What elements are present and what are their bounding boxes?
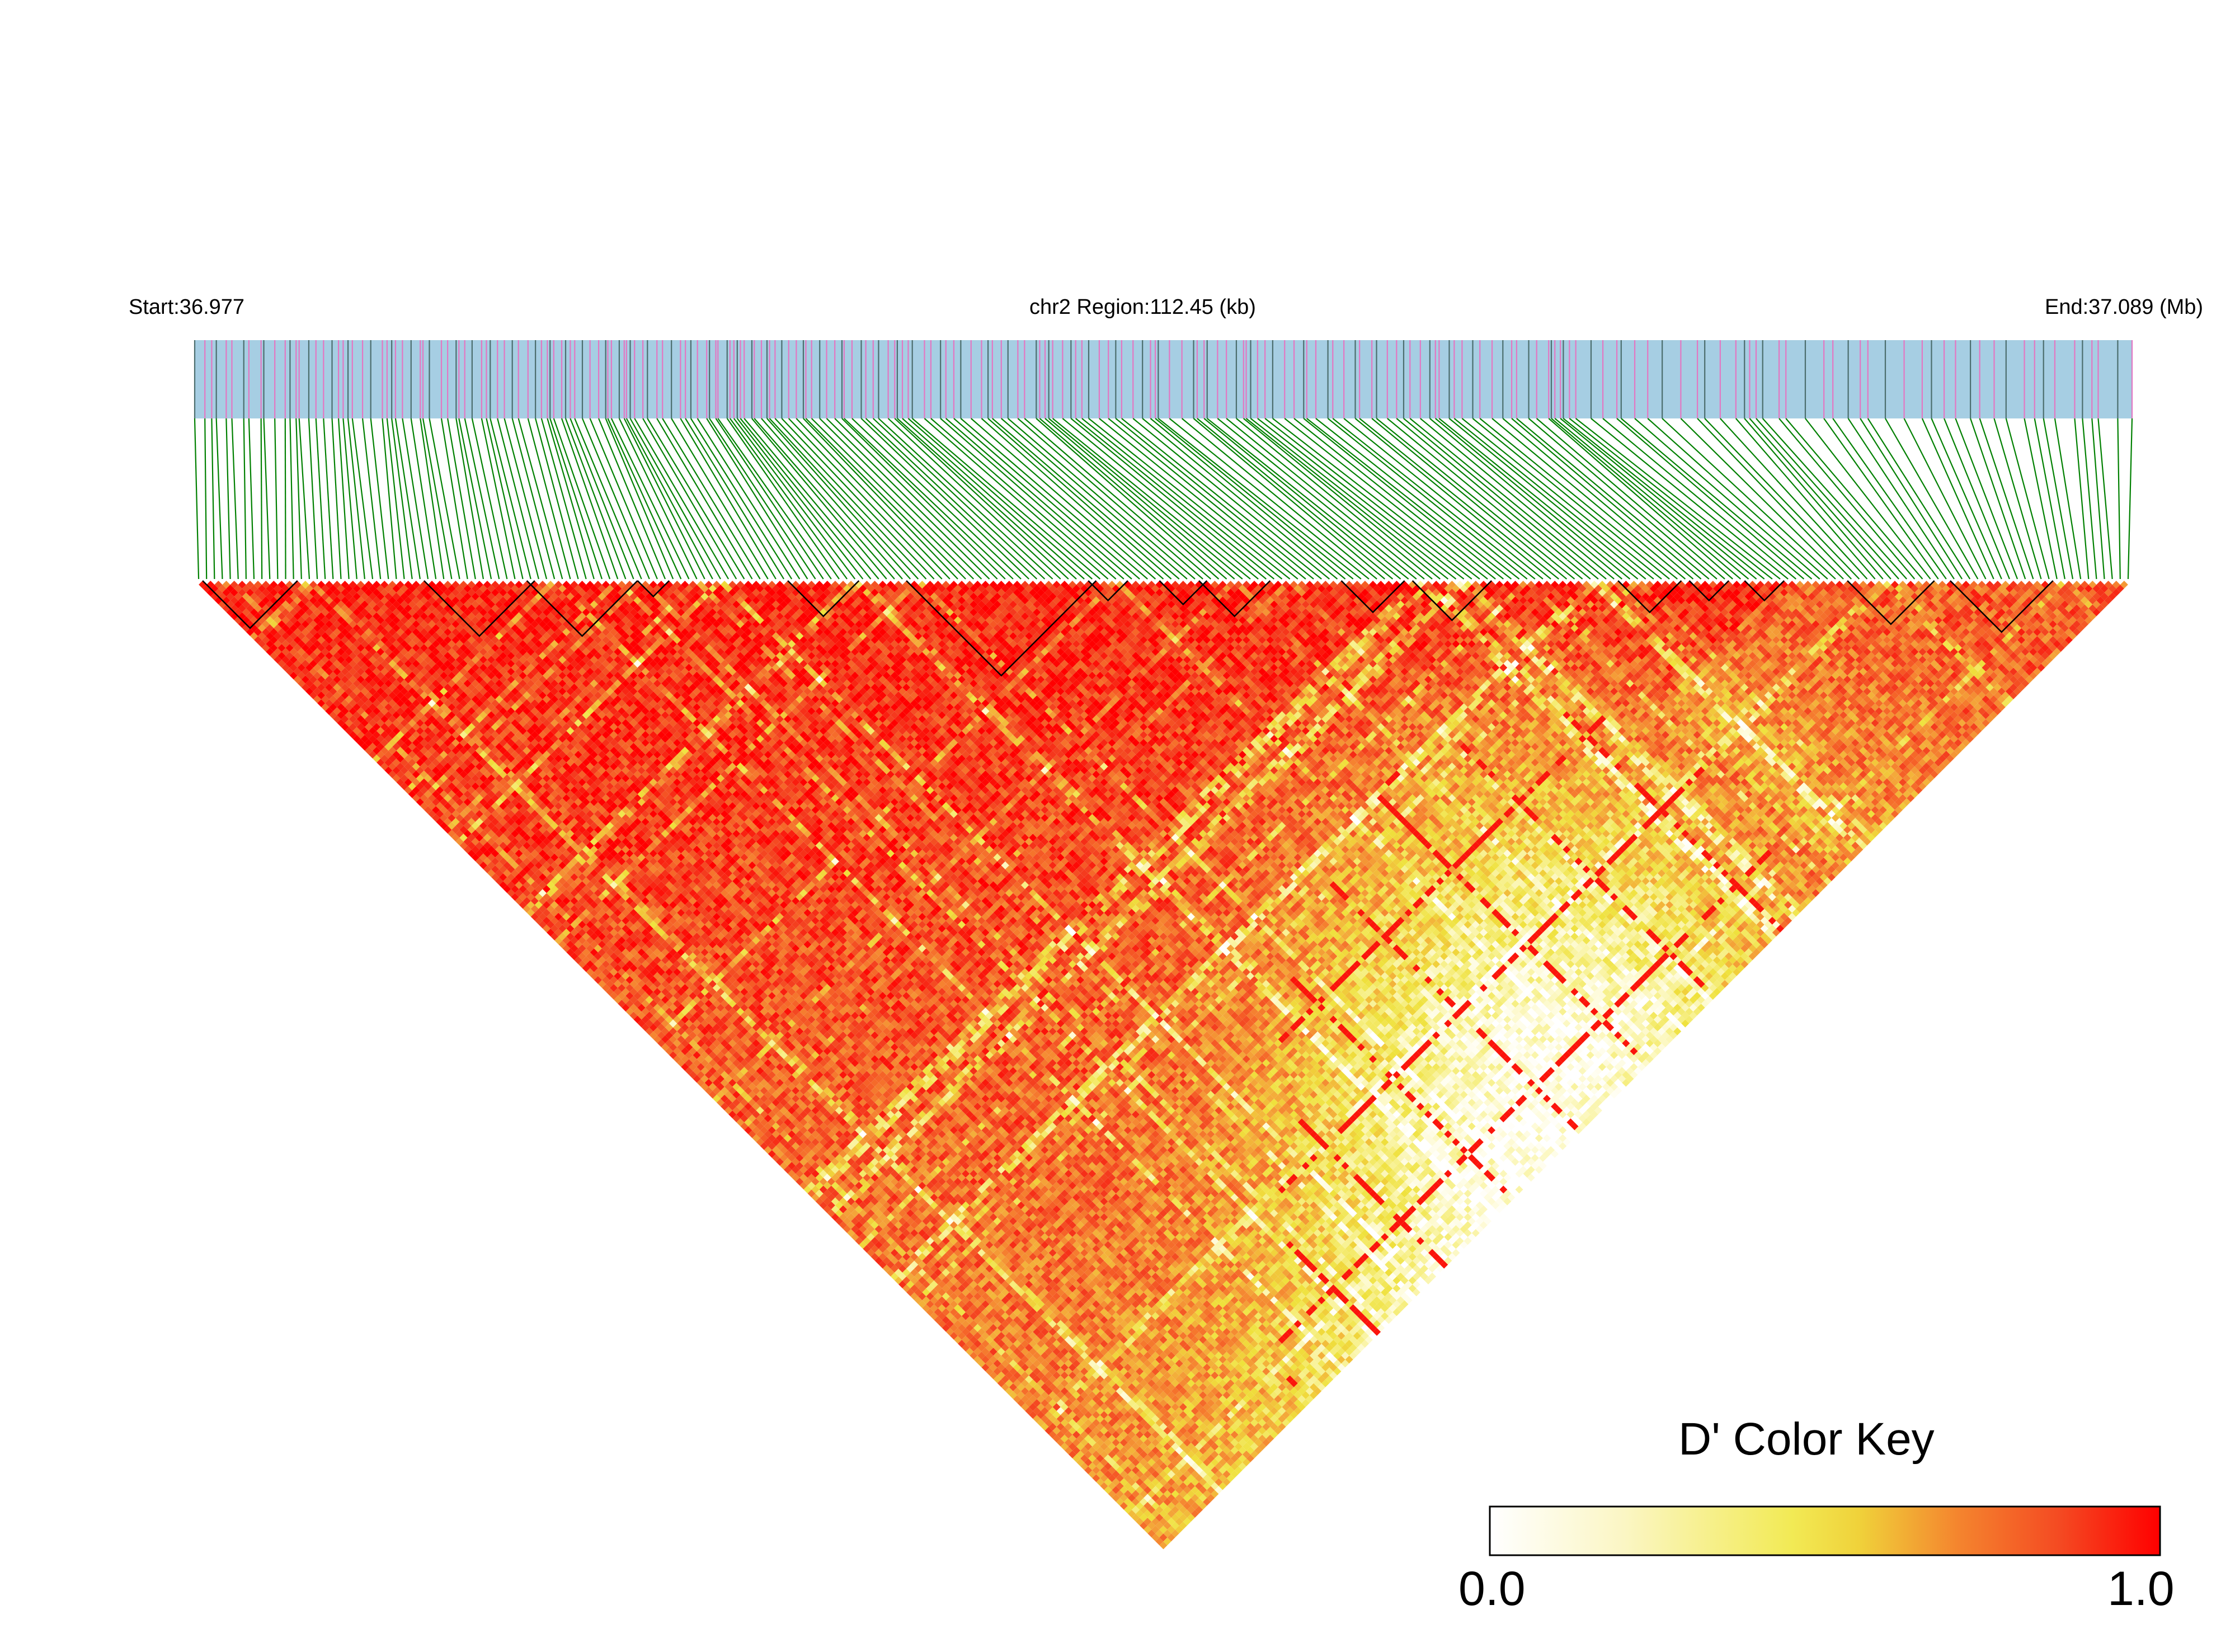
snp-connector-line <box>1744 418 1883 579</box>
snp-connector-line <box>1204 418 1400 579</box>
snp-connector-line <box>290 418 293 579</box>
snp-connector-line <box>2098 418 2112 579</box>
snp-connector-line <box>566 418 625 579</box>
snp-connector-line <box>647 418 744 579</box>
snp-connector-line <box>249 418 254 579</box>
snp-connector-line <box>1621 418 1812 579</box>
snp-connector-line <box>1244 418 1440 579</box>
snp-connector-line <box>1001 418 1187 579</box>
snp-connector-line <box>844 418 1013 579</box>
snp-connector-line <box>232 418 238 579</box>
snp-connector-line <box>1617 418 1804 579</box>
snp-connector-line <box>261 418 262 579</box>
snp-connector-line <box>486 418 523 579</box>
snp-connector-line <box>2006 418 2049 579</box>
ld-heatmap-cells <box>199 581 2128 1550</box>
snp-connector-line <box>1904 418 1986 579</box>
snp-connector-line <box>902 418 1084 579</box>
snp-connector-line <box>205 418 206 579</box>
snp-connector-line <box>1749 418 1890 579</box>
snp-connector-line <box>1980 418 2034 579</box>
snp-connector-line <box>680 418 776 579</box>
snp-connector-line <box>1133 418 1329 579</box>
snp-connector-line <box>624 418 705 579</box>
snp-connector-line <box>285 418 286 579</box>
snp-connector-line <box>1449 418 1645 579</box>
snp-connector-line <box>1648 418 1828 579</box>
snp-connector-line <box>2118 418 2120 579</box>
snp-connector-line <box>1344 418 1543 579</box>
snp-connector-line <box>1551 418 1740 579</box>
snp-connector-line <box>634 418 728 579</box>
snp-connector-line <box>698 418 800 579</box>
snp-position-bar <box>195 340 2132 418</box>
snp-connector-line <box>1833 418 1946 579</box>
snp-connector-line <box>316 418 325 579</box>
snp-connector-line <box>671 418 768 579</box>
snp-connector-line <box>1955 418 2017 579</box>
snp-connector-line <box>371 418 389 579</box>
snp-connector-line <box>244 418 246 579</box>
snp-connector-line <box>1008 418 1195 579</box>
snp-connector-line <box>363 418 380 579</box>
snp-connector-line <box>448 418 476 579</box>
snp-connector-line <box>1763 418 1907 579</box>
snp-connector-line <box>1062 418 1258 579</box>
snp-connector-line <box>472 418 507 579</box>
snp-connector-line <box>657 418 752 579</box>
snp-connector-line <box>1480 418 1677 579</box>
snp-connector-line <box>1265 418 1472 579</box>
snp-connector-line <box>275 418 277 579</box>
snp-connector-line <box>1328 418 1527 579</box>
snp-connector-line <box>1824 418 1938 579</box>
snp-connector-line <box>734 418 855 579</box>
snp-connector-line <box>226 418 230 579</box>
snp-connector-line <box>1931 418 2001 579</box>
snp-connector-line <box>323 418 333 579</box>
snp-connector-line <box>2025 418 2057 579</box>
snp-connector-line <box>195 418 199 579</box>
snp-connector-line <box>1868 418 1970 579</box>
snp-connector-line <box>2035 418 2065 579</box>
snp-connector-line <box>264 418 270 579</box>
snp-connector-line <box>1779 418 1914 579</box>
snp-connector-line <box>309 418 317 579</box>
snp-connector-line <box>217 418 223 579</box>
snp-connector-lines <box>195 418 2132 579</box>
snp-connector-line <box>691 418 792 579</box>
snp-connector-line <box>396 418 420 579</box>
snp-connector-line <box>1848 418 1954 579</box>
snp-connector-line <box>1307 418 1512 579</box>
snp-connector-line <box>423 418 451 579</box>
snp-connector-line <box>535 418 578 579</box>
snp-connector-line <box>940 418 1124 579</box>
snp-connector-line <box>2128 418 2132 579</box>
snp-connector-line <box>1555 418 1748 579</box>
snp-connector-line <box>1922 418 1994 579</box>
snp-connector-line <box>812 418 974 579</box>
snp-connector-line <box>550 418 602 579</box>
snp-connector-line <box>211 418 214 579</box>
snp-bar-background <box>195 340 2132 418</box>
snp-connector-line <box>1885 418 1978 579</box>
